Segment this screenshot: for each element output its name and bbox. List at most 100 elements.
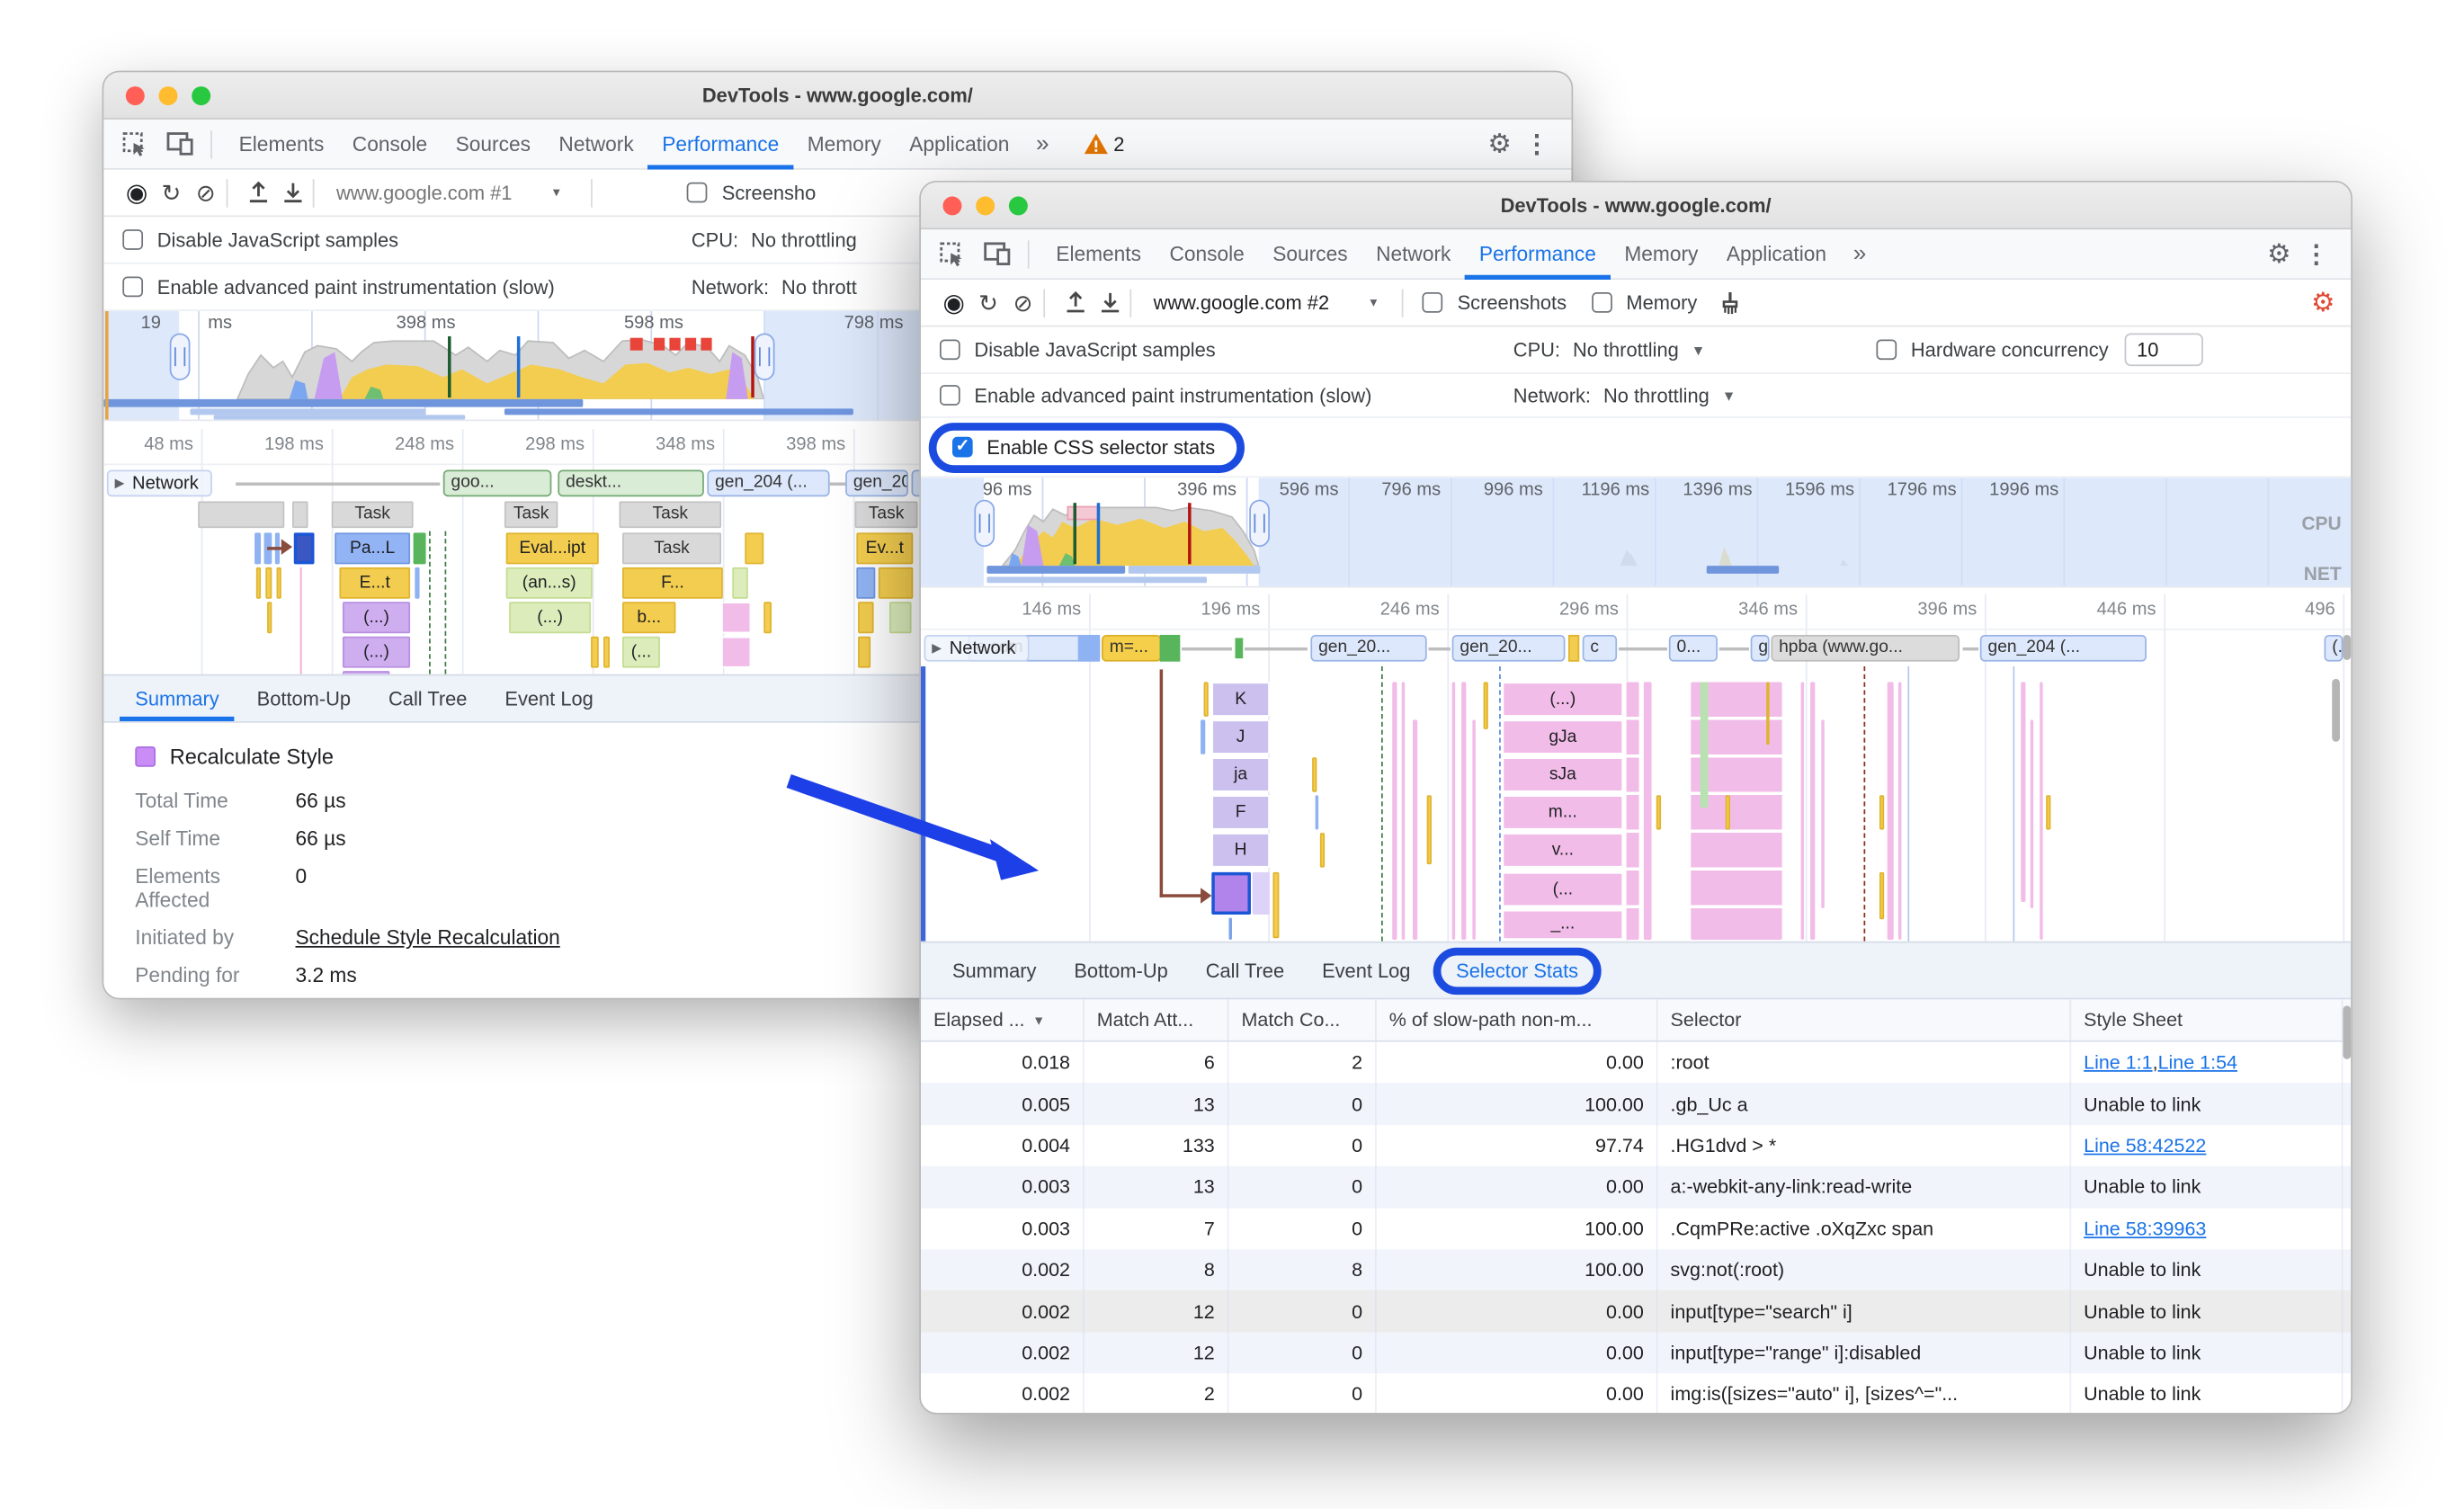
tab-console[interactable]: Console xyxy=(352,131,428,156)
flame-event-sliver[interactable] xyxy=(721,602,752,634)
flame-event-sliver[interactable] xyxy=(1272,871,1280,939)
menu-kebab-icon[interactable]: ⋮ xyxy=(1524,130,1549,158)
network-request-pill[interactable]: gen_20... xyxy=(1451,634,1566,662)
flame-event-sliver[interactable] xyxy=(856,567,876,599)
table-row[interactable]: 0.003 13 0 0.00 a:-webkit-any-link:read-writ… xyxy=(921,1165,2352,1209)
flame-event-sliver[interactable] xyxy=(1800,682,1805,940)
network-request-pill[interactable]: m=... xyxy=(1101,634,1162,662)
memory-checkbox[interactable] xyxy=(1591,292,1612,313)
flame-event-sliver[interactable] xyxy=(889,602,912,634)
overview-left-handle[interactable] xyxy=(169,333,191,380)
flame-event[interactable]: v... xyxy=(1502,833,1624,868)
network-track[interactable]: ▶ Network goo... deskt... gen_204 (... gen_… xyxy=(103,465,1571,501)
panel-tab-call-tree[interactable]: Call Tree xyxy=(388,687,468,710)
device-toolbar-icon[interactable] xyxy=(980,238,1012,270)
network-request-pill[interactable] xyxy=(1567,634,1580,662)
flame-event-sliver[interactable] xyxy=(1252,871,1270,915)
panel-tab-bottom-up[interactable]: Bottom-Up xyxy=(256,687,352,710)
network-request-pill[interactable]: hpba (www.go... xyxy=(1771,634,1960,662)
column-header-5[interactable]: Selector xyxy=(1658,999,2072,1040)
tab-network[interactable]: Network xyxy=(558,131,634,156)
flame-event-sliver[interactable] xyxy=(603,636,611,668)
flame-event[interactable]: (...) xyxy=(1502,682,1624,717)
table-row[interactable]: 0.002 12 0 0.00 input[type="search" i] Unable… xyxy=(921,1290,2352,1333)
tab-network[interactable]: Network xyxy=(1376,242,1451,266)
network-request-pill[interactable]: goo... xyxy=(442,469,552,497)
flame-event[interactable]: m... xyxy=(1502,795,1624,830)
record-button[interactable]: ◉ xyxy=(125,180,148,207)
flame-event[interactable]: (...) xyxy=(342,602,411,634)
table-row[interactable]: 0.002 12 0 0.00 input[type="range" i]:disabl… xyxy=(921,1332,2352,1374)
css-selector-stats-checkbox[interactable] xyxy=(951,435,973,458)
network-throttle-select[interactable]: No thrott xyxy=(781,275,857,299)
clear-button[interactable]: ⊘ xyxy=(1013,290,1033,317)
menu-kebab-icon[interactable]: ⋮ xyxy=(2303,241,2329,268)
flame-event[interactable]: (...) xyxy=(509,602,592,634)
network-request-pill[interactable]: 0... xyxy=(1668,634,1718,662)
panel-tab-call-tree[interactable]: Call Tree xyxy=(1205,959,1285,982)
flame-event-sliver[interactable] xyxy=(1319,833,1326,868)
flame-event-sliver[interactable] xyxy=(415,567,420,599)
profile-select[interactable]: www.google.com #1 ▾ xyxy=(335,181,560,204)
reload-record-button[interactable]: ↻ xyxy=(978,290,999,317)
network-request-pill[interactable] xyxy=(1077,634,1101,662)
tab-elements[interactable]: Elements xyxy=(238,131,325,156)
overview-left-handle[interactable] xyxy=(974,499,995,548)
flame-event-sliver[interactable] xyxy=(1643,682,1652,940)
flame-event-sliver[interactable] xyxy=(1451,682,1456,940)
flame-event[interactable]: (...) xyxy=(342,636,411,668)
flame-event-sliver[interactable] xyxy=(292,501,308,529)
flame-event[interactable]: ja xyxy=(1211,757,1270,792)
flame-event[interactable]: (... xyxy=(621,636,660,668)
network-throttle-select[interactable]: No throttling xyxy=(1602,384,1710,406)
flame-event[interactable]: gJa xyxy=(1502,719,1624,754)
flame-event-sliver[interactable] xyxy=(1879,795,1885,830)
flame-event-sliver[interactable] xyxy=(745,532,764,565)
flame-event[interactable]: K xyxy=(1211,682,1270,717)
flame-event[interactable]: J xyxy=(1211,719,1270,754)
tab-application[interactable]: Application xyxy=(909,131,1010,156)
flame-event-sliver[interactable] xyxy=(1656,795,1662,830)
disable-js-samples-checkbox[interactable] xyxy=(122,229,144,250)
flame-event-sliver[interactable] xyxy=(1315,795,1319,830)
tab-console[interactable]: Console xyxy=(1169,242,1245,266)
zoom-button[interactable] xyxy=(1008,196,1028,216)
flame-event[interactable]: _... xyxy=(1502,909,1624,940)
flame-event-sliver[interactable] xyxy=(1700,682,1709,808)
flame-event-sliver[interactable] xyxy=(1897,682,1902,940)
device-toolbar-icon[interactable] xyxy=(164,128,195,159)
flame-event[interactable]: Task xyxy=(331,501,414,529)
hardware-concurrency-checkbox[interactable] xyxy=(1876,339,1897,361)
flame-event-sliver[interactable] xyxy=(1887,682,1894,940)
flame-event-sliver[interactable] xyxy=(1810,682,1816,940)
flame-event-sliver[interactable] xyxy=(1312,757,1317,792)
more-tabs-button[interactable]: » xyxy=(1036,129,1049,156)
column-header-3[interactable]: Match Co... xyxy=(1229,999,1377,1040)
network-track[interactable]: ▶ Network e.comm=...gen_20...gen_20...c0… xyxy=(921,630,2351,666)
flame-event-sliver[interactable] xyxy=(1401,682,1406,940)
flame-event[interactable]: E...t xyxy=(339,567,411,599)
column-header-6[interactable]: Style Sheet xyxy=(2071,999,2343,1040)
hardware-concurrency-input[interactable]: 10 xyxy=(2124,333,2203,367)
panel-tab-summary[interactable]: Summary xyxy=(120,675,235,721)
flame-event-sliver[interactable] xyxy=(878,567,914,599)
flame-event[interactable]: (... xyxy=(1502,871,1624,907)
save-profile-button[interactable] xyxy=(275,175,309,210)
network-request-pill[interactable]: ge xyxy=(1750,634,1770,662)
style-sheet-link[interactable]: Line 58:39963 xyxy=(2084,1217,2207,1240)
flame-event-sliver[interactable] xyxy=(2030,719,2034,909)
save-profile-button[interactable] xyxy=(1092,285,1126,319)
tab-application[interactable]: Application xyxy=(1726,242,1827,266)
main-flame-track[interactable]: Task Task Task Task Pa...L Eval...ipt Task Ev..… xyxy=(103,501,1571,674)
flame-event-sliver[interactable] xyxy=(293,532,315,565)
flame-event-sliver[interactable] xyxy=(1472,719,1476,940)
flame-event[interactable]: Task xyxy=(854,501,918,529)
panel-tab-event-log[interactable]: Event Log xyxy=(1322,959,1411,982)
more-tabs-button[interactable]: » xyxy=(1852,239,1867,267)
tab-sources[interactable]: Sources xyxy=(455,131,531,156)
flame-event[interactable]: Task xyxy=(619,501,722,529)
panel-tab-bottom-up[interactable]: Bottom-Up xyxy=(1074,959,1168,982)
record-button[interactable]: ◉ xyxy=(942,290,965,317)
flame-event[interactable]: H xyxy=(1211,833,1270,868)
